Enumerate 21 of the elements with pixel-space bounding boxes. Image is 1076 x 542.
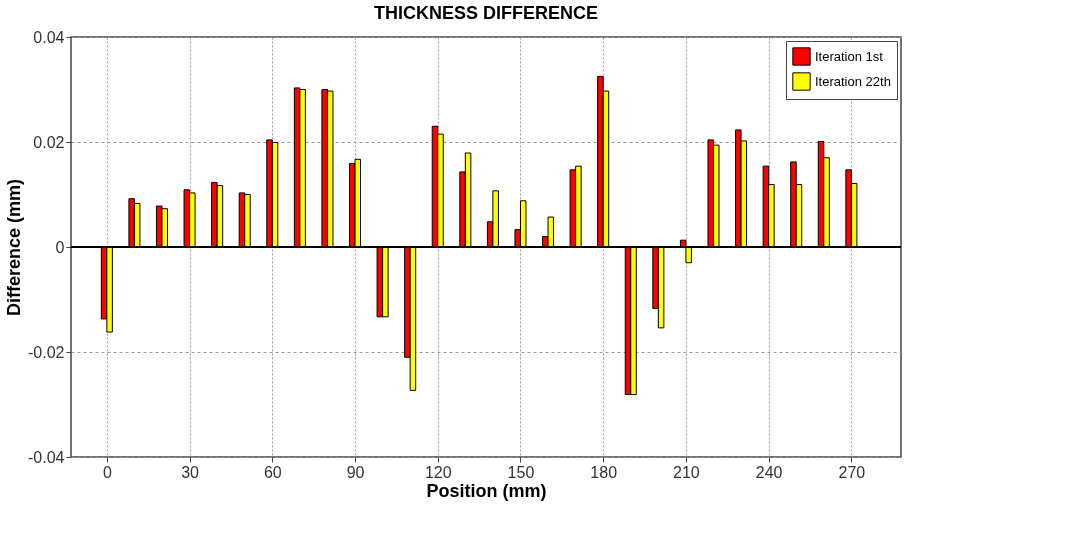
y-axis-title: Difference (mm) xyxy=(4,178,25,317)
x-axis-title: Position (mm) xyxy=(426,480,547,501)
chart-title: THICKNESS DIFFERENCE xyxy=(373,3,599,23)
y-tick-label: -0.04 xyxy=(28,448,65,466)
x-tick-label: 120 xyxy=(424,463,452,481)
y-tick-label: 0.04 xyxy=(33,28,65,46)
x-tick-label: 90 xyxy=(346,463,365,481)
x-tick-label: 0 xyxy=(102,463,112,481)
legend-label: Iteration 1st xyxy=(815,48,884,64)
x-tick-label: 180 xyxy=(590,463,618,481)
y-tick-label: 0 xyxy=(55,238,65,256)
x-tick-label: 240 xyxy=(755,463,783,481)
y-tick-label: 0.02 xyxy=(33,133,65,151)
legend-label: Iteration 22th xyxy=(815,73,891,89)
x-tick-label: 60 xyxy=(263,463,282,481)
x-tick-label: 270 xyxy=(838,463,866,481)
x-tick-label: 30 xyxy=(181,463,200,481)
x-tick-label: 150 xyxy=(507,463,535,481)
y-tick-label: -0.02 xyxy=(28,343,65,361)
x-tick-label: 210 xyxy=(673,463,700,481)
bar xyxy=(685,246,692,264)
